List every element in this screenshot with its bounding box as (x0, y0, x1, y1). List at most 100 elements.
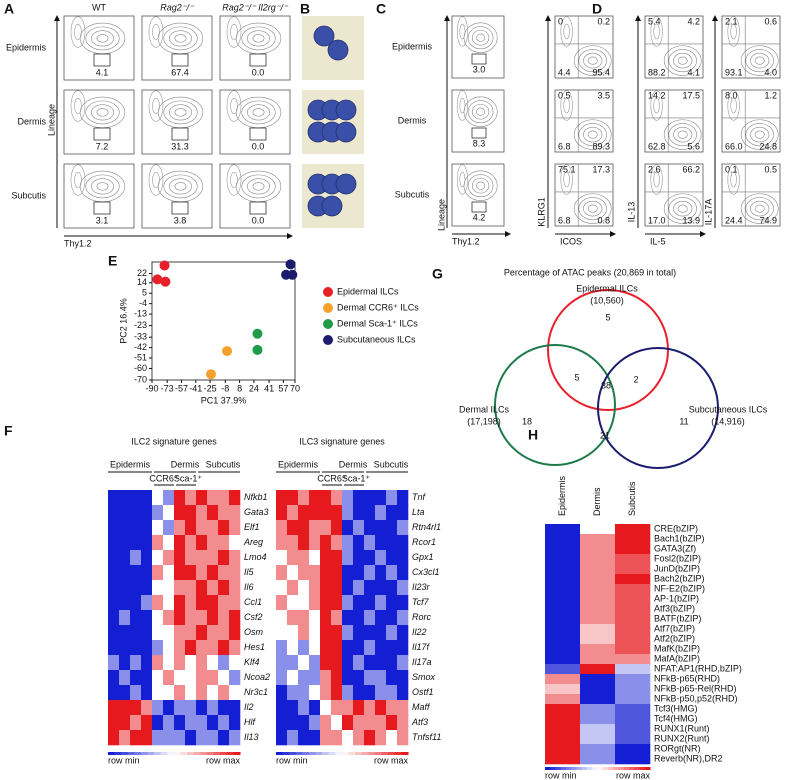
heatmap-cell (397, 520, 409, 536)
heatmap-cell (331, 685, 343, 701)
heatmap-cell (185, 700, 197, 716)
contour (754, 56, 765, 65)
contour (163, 100, 198, 125)
heatmap-cell (320, 670, 332, 686)
gene-label: Hes1 (244, 642, 265, 652)
group-label: Subcutis (374, 459, 409, 469)
color-bar (597, 767, 604, 770)
heatmap-cell (320, 640, 332, 656)
heatmap-cell (298, 595, 310, 611)
pca-point (160, 276, 171, 287)
heatmap-cell (320, 550, 332, 566)
heatmap-cell (397, 730, 409, 746)
heatmap-cell (615, 634, 651, 645)
heatmap-cell (375, 595, 387, 611)
heatmap-cell (119, 535, 131, 551)
gate (249, 53, 267, 67)
heatmap-cell (130, 610, 142, 626)
heatmap-cell (163, 700, 175, 716)
heatmap-cell (364, 730, 376, 746)
contour (745, 197, 774, 221)
x-tick-label: -73 (161, 383, 174, 393)
heatmap-cell (386, 565, 398, 581)
contour (456, 164, 468, 195)
contour (91, 178, 115, 195)
color-bar-label: row min (276, 755, 308, 765)
group-label: Epidermis (110, 459, 151, 469)
contour (476, 33, 486, 42)
quadrant-value: 62.8 (648, 141, 666, 151)
subgroup-label: Sca-1⁺ (342, 473, 371, 483)
heatmap-cell (545, 564, 581, 575)
color-bar (226, 752, 234, 755)
color-bar (207, 752, 215, 755)
heatmap-cell (152, 625, 164, 641)
heatmap-cell (207, 505, 219, 521)
contour (96, 34, 109, 43)
contour (587, 56, 598, 65)
panel-letter: E (108, 253, 117, 269)
flow-plot (451, 89, 505, 153)
heatmap-cell (130, 535, 142, 551)
heatmap-cell (331, 655, 343, 671)
heatmap-cell (545, 524, 581, 535)
quadrant-value: 66.2 (682, 164, 700, 174)
heatmap-cell (141, 670, 153, 686)
heatmap-cell (364, 535, 376, 551)
contour (471, 103, 490, 120)
contour (85, 100, 120, 125)
color-bar (220, 752, 228, 755)
heatmap-cell (218, 520, 230, 536)
heatmap-cell (163, 715, 175, 731)
heatmap-cell (174, 565, 186, 581)
gate-value: 4.2 (473, 212, 486, 222)
heatmap-cell (229, 610, 241, 626)
color-bar (127, 752, 135, 755)
y-tick-label: -70 (134, 374, 147, 384)
heatmap-cell (287, 610, 299, 626)
y-tick-label: -51 (134, 352, 147, 362)
heatmap-cell (298, 535, 310, 551)
heatmap-cell (130, 505, 142, 521)
color-bar (322, 752, 330, 755)
contour (673, 200, 693, 217)
heatmap-cell (287, 535, 299, 551)
heatmap-cell (386, 580, 398, 596)
heatmap-cell (364, 670, 376, 686)
heatmap-cell (386, 640, 398, 656)
heatmap-cell (298, 490, 310, 506)
heatmap-cell (545, 724, 581, 735)
contour (740, 119, 779, 150)
color-bar (309, 752, 317, 755)
cell (313, 25, 335, 47)
heatmap-cell (119, 595, 131, 611)
heatmap-cell (207, 685, 219, 701)
heatmap-cell (309, 640, 321, 656)
color-bar (328, 752, 336, 755)
axis-label: Lineage (46, 104, 56, 136)
heatmap-cell (375, 685, 387, 701)
contour (85, 26, 120, 51)
heatmap-cell (163, 625, 175, 641)
gene-label: Osm (244, 627, 264, 637)
contour (727, 90, 740, 121)
contour (148, 16, 164, 48)
contour (459, 23, 466, 40)
gene-label: Ccl1 (244, 597, 262, 607)
contour (230, 24, 238, 40)
heatmap-cell (196, 625, 208, 641)
contour (91, 30, 115, 47)
heatmap-cell (375, 565, 387, 581)
heatmap-cell (386, 670, 398, 686)
heatmap-cell (364, 715, 376, 731)
column-header: Dermis (592, 487, 602, 516)
heatmap-cell (298, 520, 310, 536)
heatmap-cell (364, 580, 376, 596)
heatmap-cell (298, 550, 310, 566)
contour (152, 98, 160, 114)
heatmap-cell (207, 520, 219, 536)
heatmap-cell (545, 634, 581, 645)
motif-label: Tcf4(HMG) (654, 713, 698, 723)
gate-value: 3.1 (96, 215, 109, 225)
heatmap-cell (141, 730, 153, 746)
